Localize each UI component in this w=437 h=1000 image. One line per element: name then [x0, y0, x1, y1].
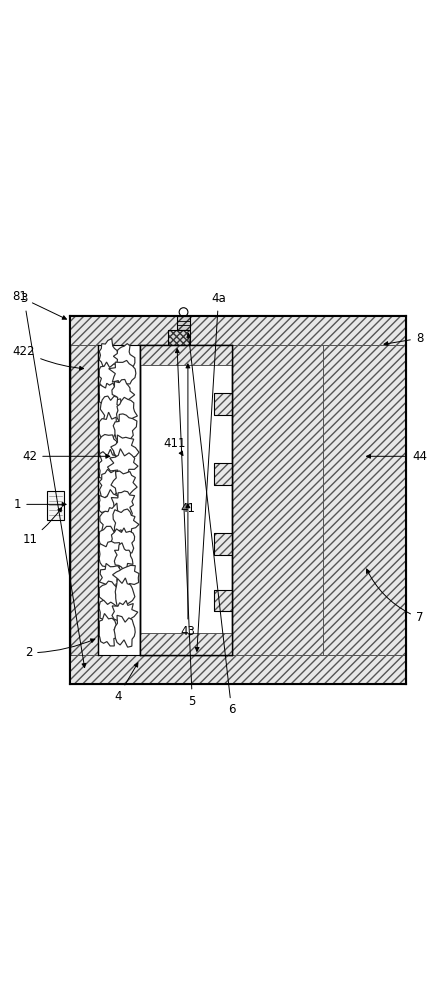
Polygon shape: [111, 491, 135, 519]
Text: 41: 41: [180, 502, 195, 515]
Polygon shape: [99, 383, 120, 407]
Polygon shape: [113, 509, 139, 535]
Bar: [140, 633, 232, 655]
Polygon shape: [113, 344, 135, 370]
Bar: [323, 345, 406, 655]
Text: 8: 8: [384, 332, 423, 346]
Polygon shape: [112, 379, 135, 405]
Bar: [140, 345, 232, 365]
Text: 44: 44: [367, 450, 427, 463]
Polygon shape: [99, 362, 121, 392]
Text: 6: 6: [187, 333, 236, 716]
Bar: [214, 533, 232, 555]
Text: 1: 1: [14, 498, 66, 511]
Polygon shape: [113, 565, 139, 590]
Text: 3: 3: [21, 292, 86, 667]
Bar: [70, 316, 406, 684]
Polygon shape: [99, 449, 121, 479]
Bar: [214, 393, 232, 415]
Text: 4: 4: [114, 663, 138, 703]
Polygon shape: [111, 471, 137, 498]
Polygon shape: [100, 503, 121, 532]
Text: 7: 7: [367, 569, 423, 624]
Bar: [214, 590, 232, 611]
Bar: [214, 463, 232, 485]
Polygon shape: [114, 543, 133, 570]
Polygon shape: [99, 435, 121, 462]
Polygon shape: [99, 600, 120, 622]
Text: 5: 5: [175, 349, 196, 708]
Polygon shape: [113, 414, 137, 445]
Circle shape: [179, 308, 188, 316]
Polygon shape: [99, 613, 119, 646]
Text: 11: 11: [22, 508, 62, 546]
Bar: [47, 491, 64, 520]
Polygon shape: [99, 541, 121, 572]
Polygon shape: [117, 397, 137, 427]
Polygon shape: [115, 578, 135, 608]
Bar: [168, 330, 190, 345]
Bar: [177, 316, 190, 330]
Text: 422: 422: [13, 345, 83, 370]
Bar: [140, 345, 232, 655]
Polygon shape: [99, 339, 118, 369]
Polygon shape: [111, 435, 139, 462]
Text: 42: 42: [22, 450, 110, 463]
Bar: [70, 655, 406, 684]
Polygon shape: [114, 615, 135, 647]
Text: 2: 2: [24, 639, 95, 659]
Bar: [232, 345, 323, 655]
Bar: [168, 330, 190, 345]
Polygon shape: [99, 563, 126, 592]
Bar: [214, 533, 232, 555]
Polygon shape: [99, 526, 125, 554]
Polygon shape: [99, 469, 118, 500]
Polygon shape: [108, 449, 138, 479]
Bar: [214, 463, 232, 485]
Text: 411: 411: [163, 437, 186, 455]
Text: 4a: 4a: [195, 292, 226, 651]
Bar: [214, 590, 232, 611]
Polygon shape: [111, 528, 135, 553]
Polygon shape: [99, 581, 121, 609]
Polygon shape: [101, 396, 120, 429]
Polygon shape: [112, 600, 138, 626]
Text: 43: 43: [180, 364, 195, 638]
Bar: [70, 316, 406, 345]
Bar: [70, 345, 98, 655]
Text: 81: 81: [12, 290, 66, 319]
Polygon shape: [99, 412, 123, 442]
Polygon shape: [99, 490, 123, 519]
Bar: [214, 393, 232, 415]
Polygon shape: [109, 360, 136, 387]
Bar: [98, 345, 140, 655]
Bar: [177, 316, 190, 330]
